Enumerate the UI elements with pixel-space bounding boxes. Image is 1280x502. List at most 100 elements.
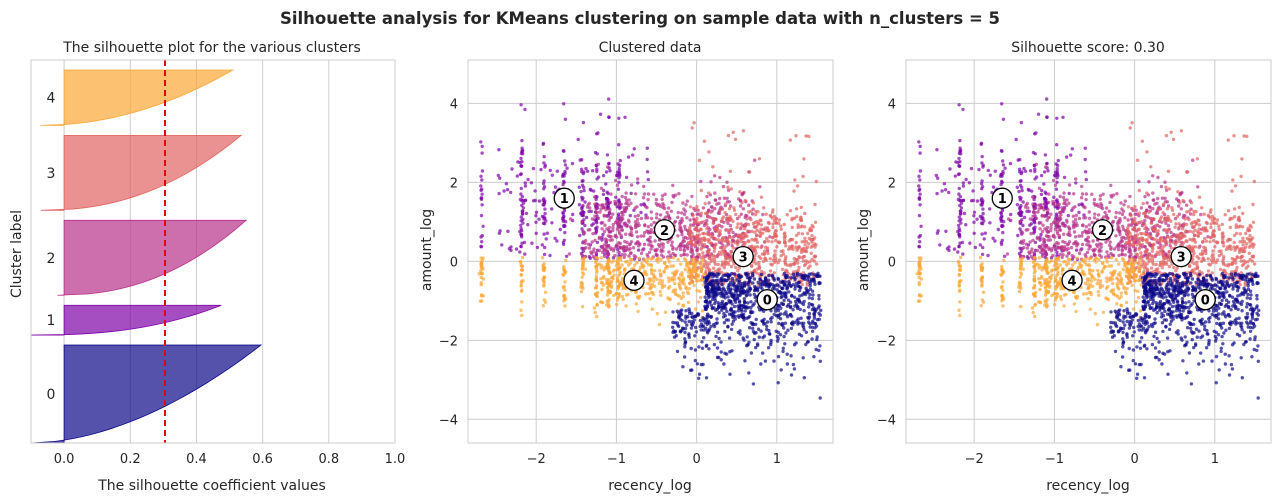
scatter-point [636, 248, 641, 252]
scatter-point [584, 246, 588, 250]
scatter-point [1034, 175, 1039, 179]
scatter-point [1020, 185, 1024, 190]
scatter-point [782, 312, 786, 316]
scatter-point [812, 314, 817, 318]
scatter-point [778, 333, 783, 337]
scatter-point [724, 202, 728, 206]
scatter-point [481, 224, 485, 228]
scatter-point [1181, 227, 1185, 231]
scatter-point [1167, 253, 1171, 258]
scatter-point [707, 240, 711, 244]
scatter-point [480, 192, 484, 196]
scatter-point [775, 339, 780, 343]
scatter-point [1244, 266, 1249, 270]
scatter-point [993, 169, 997, 173]
scatter-point [479, 275, 483, 280]
scatter-point [1000, 208, 1005, 213]
scatter-point [602, 268, 606, 272]
scatter-point [722, 196, 727, 200]
scatter-point [917, 245, 922, 249]
scatter-point [1240, 239, 1245, 244]
scatter-point [600, 238, 604, 242]
scatter-point [972, 231, 976, 235]
scatter-point [719, 219, 724, 223]
scatter-point [791, 308, 795, 312]
scatter-point [609, 280, 614, 284]
scatter-point [524, 211, 529, 216]
scatter-point [1133, 248, 1137, 252]
scatter-point [624, 248, 628, 253]
scatter-point [754, 322, 758, 326]
scatter-point [918, 187, 922, 191]
scatter-point [507, 247, 512, 251]
scatter-point [810, 321, 815, 325]
scatter-point [671, 193, 675, 198]
scatter-point [1208, 263, 1212, 267]
scatter-point [801, 274, 805, 278]
scatter-point [752, 246, 757, 251]
scatter-point [1099, 249, 1103, 253]
scatter-point [1074, 213, 1079, 218]
scatter-point [1018, 170, 1022, 174]
scatter-point [1226, 209, 1231, 213]
scatter-point [1204, 220, 1209, 225]
scatter-point [667, 260, 671, 264]
scatter-point [703, 201, 707, 206]
scatter-point [581, 120, 586, 125]
scatter-point [700, 258, 704, 263]
scatter-point [993, 239, 997, 243]
scatter-point [1137, 211, 1142, 215]
scatter-point [801, 356, 805, 360]
scatter-point [749, 264, 754, 269]
scatter-point [800, 256, 805, 260]
scatter-point [658, 268, 662, 273]
scatter-point [716, 278, 720, 282]
scatter-point [756, 327, 761, 331]
scatter-point [729, 253, 733, 258]
scatter-point [1117, 244, 1121, 249]
silhouette-x-tick-label: 0.0 [54, 452, 75, 467]
scatter-point [958, 203, 962, 208]
silhouette-band-cluster-2 [57, 219, 248, 296]
scatter-point [763, 276, 768, 280]
scatter-point [1120, 253, 1124, 257]
scatter-point [666, 206, 671, 210]
scatter-point [520, 300, 524, 304]
scatter-point [1062, 198, 1067, 202]
scatter-point [957, 215, 961, 219]
scatter-point [615, 261, 620, 265]
scatter-point [957, 151, 962, 156]
scatter-point [664, 215, 668, 219]
scatter-point [1018, 195, 1022, 199]
scatter-point [737, 280, 741, 284]
scatter-point [746, 343, 750, 347]
scatter-point [815, 337, 819, 342]
scatter-point [1034, 216, 1039, 220]
scatter-point [618, 270, 622, 274]
cluster-center-marker [653, 219, 676, 241]
scatter-point [723, 351, 727, 355]
scatter-point [701, 318, 705, 322]
scatter-point [737, 314, 741, 318]
scatter-point [765, 324, 769, 328]
scatter-point [634, 302, 638, 306]
scatter-point [540, 256, 545, 260]
scatter-point [624, 198, 629, 202]
scatter-point [654, 216, 659, 220]
scatter-point [683, 340, 688, 344]
scatter-point [726, 133, 731, 138]
scatter-point [762, 334, 767, 338]
scatter-point [757, 266, 762, 271]
scatter-point [1229, 247, 1233, 251]
scatter-point [1157, 219, 1162, 223]
scatter-point [581, 304, 585, 309]
scatter-point [768, 269, 773, 273]
scatter-point [629, 230, 633, 235]
scatter-point [782, 271, 787, 276]
scatter-point [677, 302, 681, 306]
scatter-point [772, 254, 776, 259]
scatter-point [519, 284, 523, 288]
silhouette-x-tick-label: 1.0 [385, 452, 406, 467]
scatter-point [698, 324, 702, 329]
scatter-point [1033, 169, 1037, 174]
